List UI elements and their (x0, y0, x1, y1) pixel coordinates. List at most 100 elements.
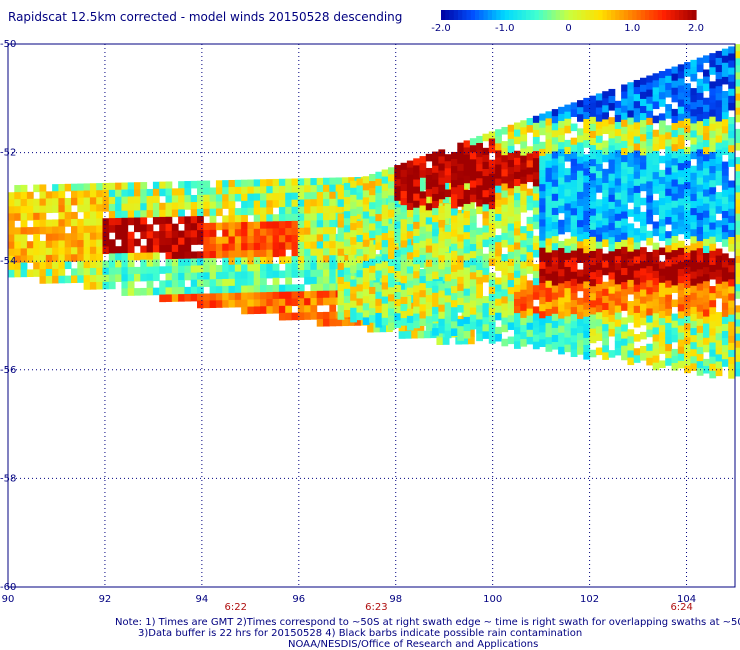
data-cell (658, 268, 666, 277)
data-cell (450, 293, 458, 301)
data-cell (652, 242, 660, 251)
data-cell (709, 194, 717, 202)
data-cell (115, 232, 122, 240)
data-cell (633, 355, 641, 363)
data-cell (209, 272, 217, 280)
data-cell (576, 304, 584, 313)
data-cell (614, 192, 622, 201)
data-cell (709, 201, 717, 209)
data-cell (476, 255, 483, 264)
data-cell (526, 160, 534, 168)
data-cell (457, 290, 465, 299)
data-cell (627, 343, 635, 351)
data-cell (589, 222, 597, 231)
data-cell (671, 221, 679, 230)
data-cell (558, 311, 565, 320)
data-cell (721, 211, 729, 219)
data-cell (671, 313, 679, 322)
data-cell (272, 270, 280, 279)
data-cell (304, 234, 311, 243)
y-tick-label: -56 (0, 365, 16, 376)
data-cell (621, 91, 628, 100)
data-cell (558, 283, 565, 291)
colorbar-segment (666, 10, 672, 20)
data-cell (627, 209, 635, 217)
data-cell (583, 126, 591, 134)
data-cell (159, 287, 167, 296)
data-cell (350, 208, 357, 217)
data-cell (438, 248, 446, 256)
data-cell (589, 145, 597, 153)
data-cell (102, 239, 110, 247)
data-cell (297, 284, 305, 292)
data-cell (501, 176, 509, 184)
data-cell (576, 142, 584, 151)
data-cell (690, 130, 698, 138)
data-cell (152, 238, 160, 246)
data-cell (152, 202, 160, 211)
data-cell (665, 125, 673, 133)
data-cell (482, 232, 490, 241)
data-cell (501, 310, 509, 319)
data-cell (247, 264, 255, 272)
data-cell (222, 250, 230, 259)
data-cell (297, 213, 305, 222)
data-cell (140, 210, 148, 218)
data-cell (278, 178, 286, 187)
data-cell (209, 258, 217, 266)
data-cell (627, 96, 635, 104)
data-cell (488, 307, 496, 316)
data-cell (419, 219, 427, 228)
data-cell (362, 260, 370, 269)
data-cell (406, 188, 414, 197)
data-cell (77, 254, 85, 262)
data-cell (400, 198, 408, 206)
data-cell (222, 187, 230, 195)
data-cell (614, 129, 622, 137)
data-cell (8, 248, 15, 257)
data-cell (728, 208, 736, 217)
data-cell (45, 254, 53, 263)
data-cell (469, 251, 477, 259)
data-cell (545, 266, 553, 275)
data-cell (482, 253, 490, 262)
data-cell (526, 329, 534, 338)
data-cell (583, 330, 591, 339)
data-cell (469, 258, 477, 266)
data-cell (260, 207, 267, 216)
data-cell (583, 196, 591, 205)
data-cell (291, 249, 299, 257)
data-cell (291, 298, 299, 307)
data-cell (671, 193, 679, 202)
data-cell (381, 310, 389, 319)
data-cell (356, 270, 364, 278)
data-cell (621, 324, 628, 333)
data-cell (146, 266, 154, 275)
data-cell (438, 318, 446, 327)
data-cell (310, 255, 318, 264)
data-cell (690, 243, 698, 251)
colorbar-segment (679, 10, 684, 20)
data-cell (621, 317, 628, 325)
data-cell (253, 299, 261, 307)
data-cell (159, 209, 167, 218)
data-cell (576, 213, 584, 221)
data-cell (665, 217, 673, 225)
data-cell (115, 253, 122, 261)
data-cell (329, 269, 337, 277)
data-cell (241, 278, 248, 287)
data-cell (602, 204, 610, 212)
data-cell (430, 323, 437, 332)
data-cell (526, 153, 534, 161)
data-cell (558, 339, 565, 348)
data-cell (381, 169, 389, 178)
data-cell (419, 247, 427, 256)
data-cell (558, 219, 565, 228)
data-cell (215, 180, 223, 188)
data-cell (671, 87, 679, 96)
data-cell (703, 133, 710, 141)
data-cell (165, 195, 173, 204)
data-cell (564, 281, 572, 289)
data-cell (532, 221, 540, 230)
data-cell (513, 214, 521, 222)
